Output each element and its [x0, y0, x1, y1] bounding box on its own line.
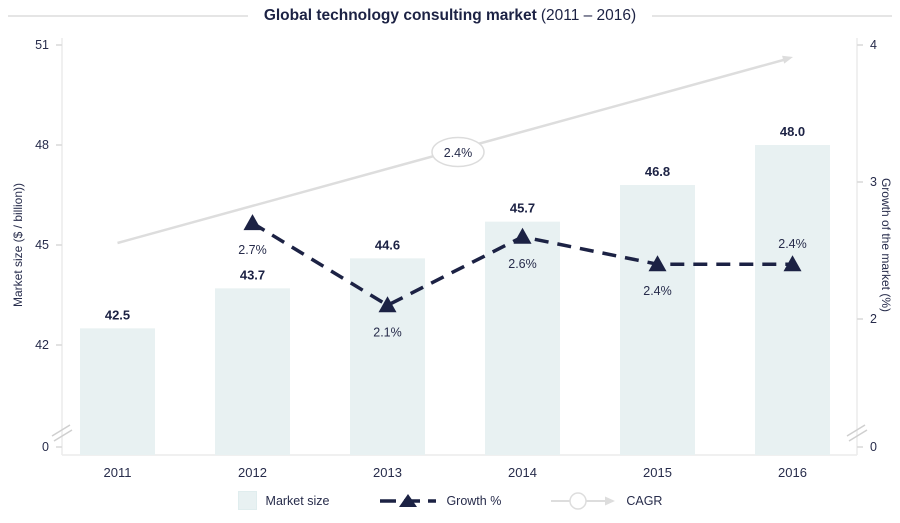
- cagr-value-label: 2.4%: [444, 146, 473, 160]
- right-axis-tick-label: 0: [870, 440, 877, 454]
- legend-label-market-size: Market size: [265, 493, 330, 508]
- legend: Market size Growth % CAGR: [0, 491, 900, 510]
- x-axis-label-2016: 2016: [778, 465, 807, 480]
- bar-value-label-2012: 43.7: [240, 267, 265, 282]
- left-axis-title: Market size ($ / billion)): [11, 182, 25, 308]
- left-axis-tick-label: 45: [35, 238, 49, 252]
- arrow-line-circle-icon: [551, 491, 616, 510]
- chart-title-range: (2011 – 2016): [540, 7, 637, 24]
- legend-label-growth: Growth %: [446, 493, 502, 508]
- bar-value-label-2013: 44.6: [375, 237, 400, 252]
- bar-value-label-2014: 45.7: [510, 201, 535, 216]
- legend-item-market-size: Market size: [237, 491, 330, 510]
- left-axis-tick-label: 42: [35, 338, 49, 352]
- page-title: Global technology consulting market (2011…: [264, 5, 636, 27]
- legend-item-growth: Growth %: [379, 492, 501, 510]
- growth-marker-2014: [513, 227, 532, 244]
- right-axis-title: Growth of the market (%): [879, 177, 893, 313]
- left-axis-break-icon: [51, 424, 71, 437]
- bar-2011: [80, 328, 155, 455]
- cagr-value-badge: [431, 136, 485, 168]
- bar-value-label-2011: 42.5: [105, 307, 130, 322]
- bar-value-label-2015: 46.8: [645, 164, 670, 179]
- growth-marker-2013: [378, 296, 397, 313]
- title-rule-right: [652, 15, 893, 17]
- growth-label-2015: 2.4%: [643, 284, 672, 298]
- x-axis-label-2012: 2012: [238, 465, 267, 480]
- x-axis-label-2011: 2011: [104, 465, 132, 480]
- right-axis-tick-label: 4: [870, 38, 877, 52]
- growth-marker-2016: [783, 255, 802, 272]
- title-rule-left: [8, 15, 248, 17]
- chart-header: Global technology consulting market (2011…: [8, 5, 893, 27]
- right-axis-break-icon: [848, 429, 868, 442]
- growth-label-2013: 2.1%: [373, 325, 402, 339]
- bar-2012: [215, 288, 290, 455]
- left-axis-tick-label: 0: [42, 440, 49, 454]
- x-axis-label-2015: 2015: [643, 465, 672, 480]
- growth-label-2014: 2.6%: [508, 257, 537, 271]
- growth-marker-2012: [243, 214, 262, 231]
- chart-title-main: Global technology consulting market: [263, 7, 537, 24]
- x-axis-label-2013: 2013: [373, 465, 402, 480]
- x-axis-label-2014: 2014: [508, 465, 537, 480]
- growth-label-2012: 2.7%: [238, 243, 267, 257]
- legend-label-cagr: CAGR: [626, 493, 663, 508]
- bar-2015: [620, 185, 695, 455]
- right-axis-tick-label: 3: [870, 175, 877, 189]
- growth-marker-2015: [648, 255, 667, 272]
- left-axis-tick-label: 48: [35, 138, 49, 152]
- cagr-arrowhead-icon: [782, 55, 793, 64]
- bar-value-label-2016: 48.0: [780, 124, 805, 139]
- right-axis-break-icon: [846, 424, 866, 437]
- right-axis-tick-label: 2: [870, 312, 877, 326]
- bar-2016: [755, 145, 830, 455]
- bar-2014: [485, 221, 560, 455]
- left-axis-break-icon: [53, 429, 73, 442]
- legend-item-cagr: CAGR: [551, 491, 663, 510]
- dashed-line-triangle-icon: [380, 493, 437, 507]
- left-axis-tick-label: 51: [35, 38, 49, 52]
- bar-swatch-icon: [237, 491, 257, 510]
- growth-label-2016: 2.4%: [778, 237, 807, 251]
